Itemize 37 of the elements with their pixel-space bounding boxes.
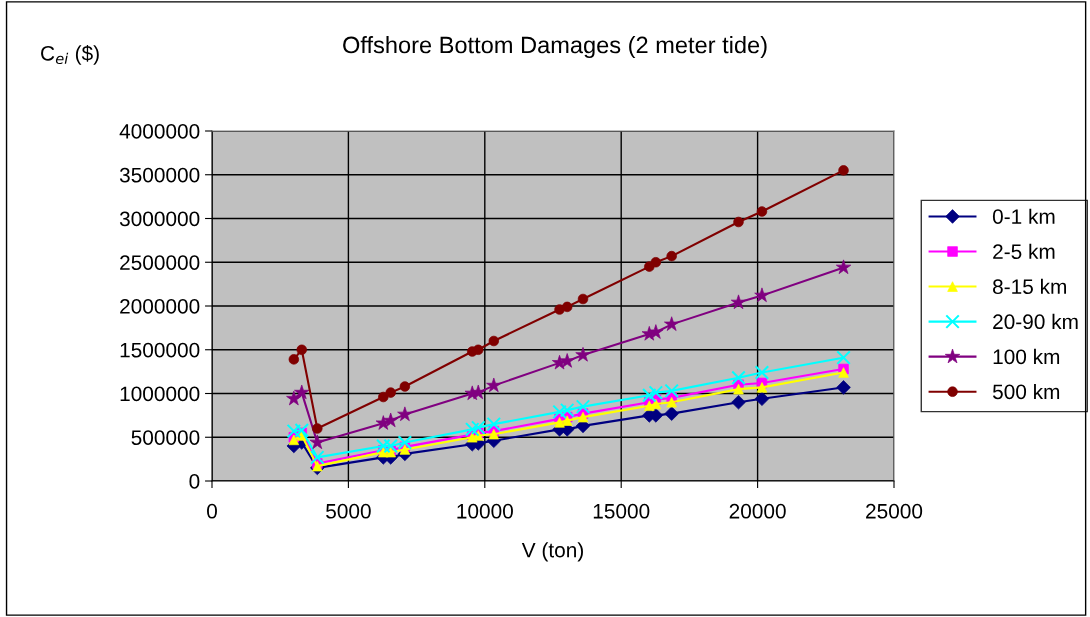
- y-tick-label: 2000000: [120, 299, 200, 314]
- y-tick-label: 1500000: [120, 342, 200, 358]
- y-axis-title: C$_{ei}$ ($): [41, 45, 99, 65]
- point: [559, 402, 575, 418]
- point: [470, 420, 486, 435]
- y-tick-label: 3500000: [119, 167, 200, 183]
- point: [486, 416, 502, 432]
- y-tick-label: 1000000: [120, 386, 200, 402]
- y-tick-label: 0: [189, 474, 200, 489]
- point: [575, 399, 591, 414]
- legend-label: 500 km: [992, 383, 1060, 400]
- x-axis-title: V (ton): [521, 542, 583, 562]
- legend-label: 8-15 km: [993, 278, 1066, 295]
- x-tick-label: 10000: [457, 503, 513, 519]
- point: [836, 350, 851, 365]
- x-tick-label: 15000: [593, 503, 650, 519]
- point: [642, 387, 657, 403]
- y-tick-label: 2500000: [120, 255, 200, 270]
- point: [552, 404, 567, 420]
- point: [731, 370, 746, 386]
- legend-label: 100 km: [993, 348, 1060, 365]
- legend-label: 20-90 km: [993, 313, 1078, 330]
- y-tick-label: 500000: [131, 430, 200, 445]
- y-tick-label: 4000000: [119, 124, 200, 139]
- point: [310, 450, 325, 465]
- legend-label: 0-1 km: [992, 208, 1055, 224]
- y-tick-label: 3000000: [119, 211, 200, 227]
- point: [754, 365, 770, 380]
- x-tick-label: 20000: [729, 503, 786, 519]
- point: [464, 422, 480, 437]
- point: [286, 423, 302, 439]
- x-tick-label: 0: [207, 503, 217, 519]
- legend-label: 2-5 km: [993, 243, 1055, 260]
- chart-title: Offshore Bottom Damages (2 meter tide): [343, 36, 767, 58]
- x-tick-label: 5000: [326, 503, 371, 519]
- point: [294, 422, 310, 438]
- x-tick-label: 25000: [866, 503, 923, 519]
